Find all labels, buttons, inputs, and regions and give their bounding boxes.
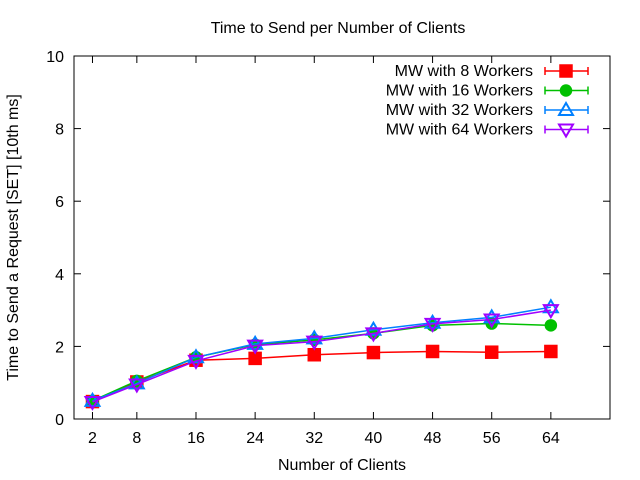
x-tick-label: 56 xyxy=(483,430,501,447)
series-2 xyxy=(86,317,558,408)
x-tick-label: 32 xyxy=(305,430,323,447)
data-point xyxy=(482,308,501,324)
data-point xyxy=(482,313,501,329)
legend-marker xyxy=(559,64,573,78)
legend-label: MW with 16 Workers xyxy=(386,83,533,100)
data-point xyxy=(544,319,558,332)
legend-item: MW with 64 Workers xyxy=(386,122,589,139)
data-point xyxy=(83,395,102,411)
data-point xyxy=(484,345,499,359)
series-layer xyxy=(83,298,560,411)
legend-label: MW with 8 Workers xyxy=(395,63,533,80)
legend-label: MW with 64 Workers xyxy=(386,122,533,139)
x-tick-label: 16 xyxy=(187,430,205,447)
data-point xyxy=(246,339,264,355)
chart-title: Time to Send per Number of Clients xyxy=(211,20,466,37)
y-tick-label: 6 xyxy=(55,194,64,211)
y-tick-label: 4 xyxy=(55,267,64,284)
y-tick-label: 2 xyxy=(55,339,64,356)
y-axis-ticks: 0 2 4 6 8 10 xyxy=(46,49,610,429)
data-point xyxy=(542,304,560,320)
data-point xyxy=(364,327,383,343)
plot-frame xyxy=(73,55,611,420)
series-4 xyxy=(83,304,560,411)
x-axis-ticks: 2 8 16 24 32 40 48 56 64 xyxy=(88,56,560,447)
legend-item: MW with 16 Workers xyxy=(386,83,589,100)
data-point xyxy=(425,344,440,359)
data-point xyxy=(187,354,205,370)
x-tick-label: 40 xyxy=(365,430,383,447)
data-point xyxy=(423,313,442,329)
x-axis-label: Number of Clients xyxy=(278,457,406,474)
x-tick-label: 2 xyxy=(88,430,97,447)
legend-marker xyxy=(559,84,573,97)
legend: MW with 8 Workers MW with 16 Workers MW wi… xyxy=(386,63,589,139)
data-point xyxy=(246,334,264,350)
data-point xyxy=(366,345,381,360)
x-tick-label: 8 xyxy=(132,430,141,447)
y-tick-label: 0 xyxy=(55,412,64,429)
series-line xyxy=(92,350,551,403)
legend-item: MW with 32 Workers xyxy=(386,101,589,119)
legend-marker xyxy=(557,101,575,116)
data-point xyxy=(542,298,560,314)
data-point xyxy=(305,335,324,351)
x-tick-label: 64 xyxy=(542,430,560,447)
legend-marker xyxy=(557,123,575,139)
legend-label: MW with 32 Workers xyxy=(386,102,533,119)
data-point xyxy=(544,344,558,359)
y-axis-label: Time to Send a Request [SET] [10th ms] xyxy=(5,94,22,381)
data-point xyxy=(128,378,146,394)
series-line xyxy=(92,322,551,402)
x-tick-label: 24 xyxy=(246,430,264,447)
series-line xyxy=(92,309,551,403)
legend-item: MW with 8 Workers xyxy=(395,63,589,80)
data-point xyxy=(423,317,442,333)
series-line xyxy=(92,306,551,402)
x-tick-label: 48 xyxy=(424,430,442,447)
y-tick-label: 8 xyxy=(55,122,64,139)
y-tick-label: 10 xyxy=(46,49,64,66)
